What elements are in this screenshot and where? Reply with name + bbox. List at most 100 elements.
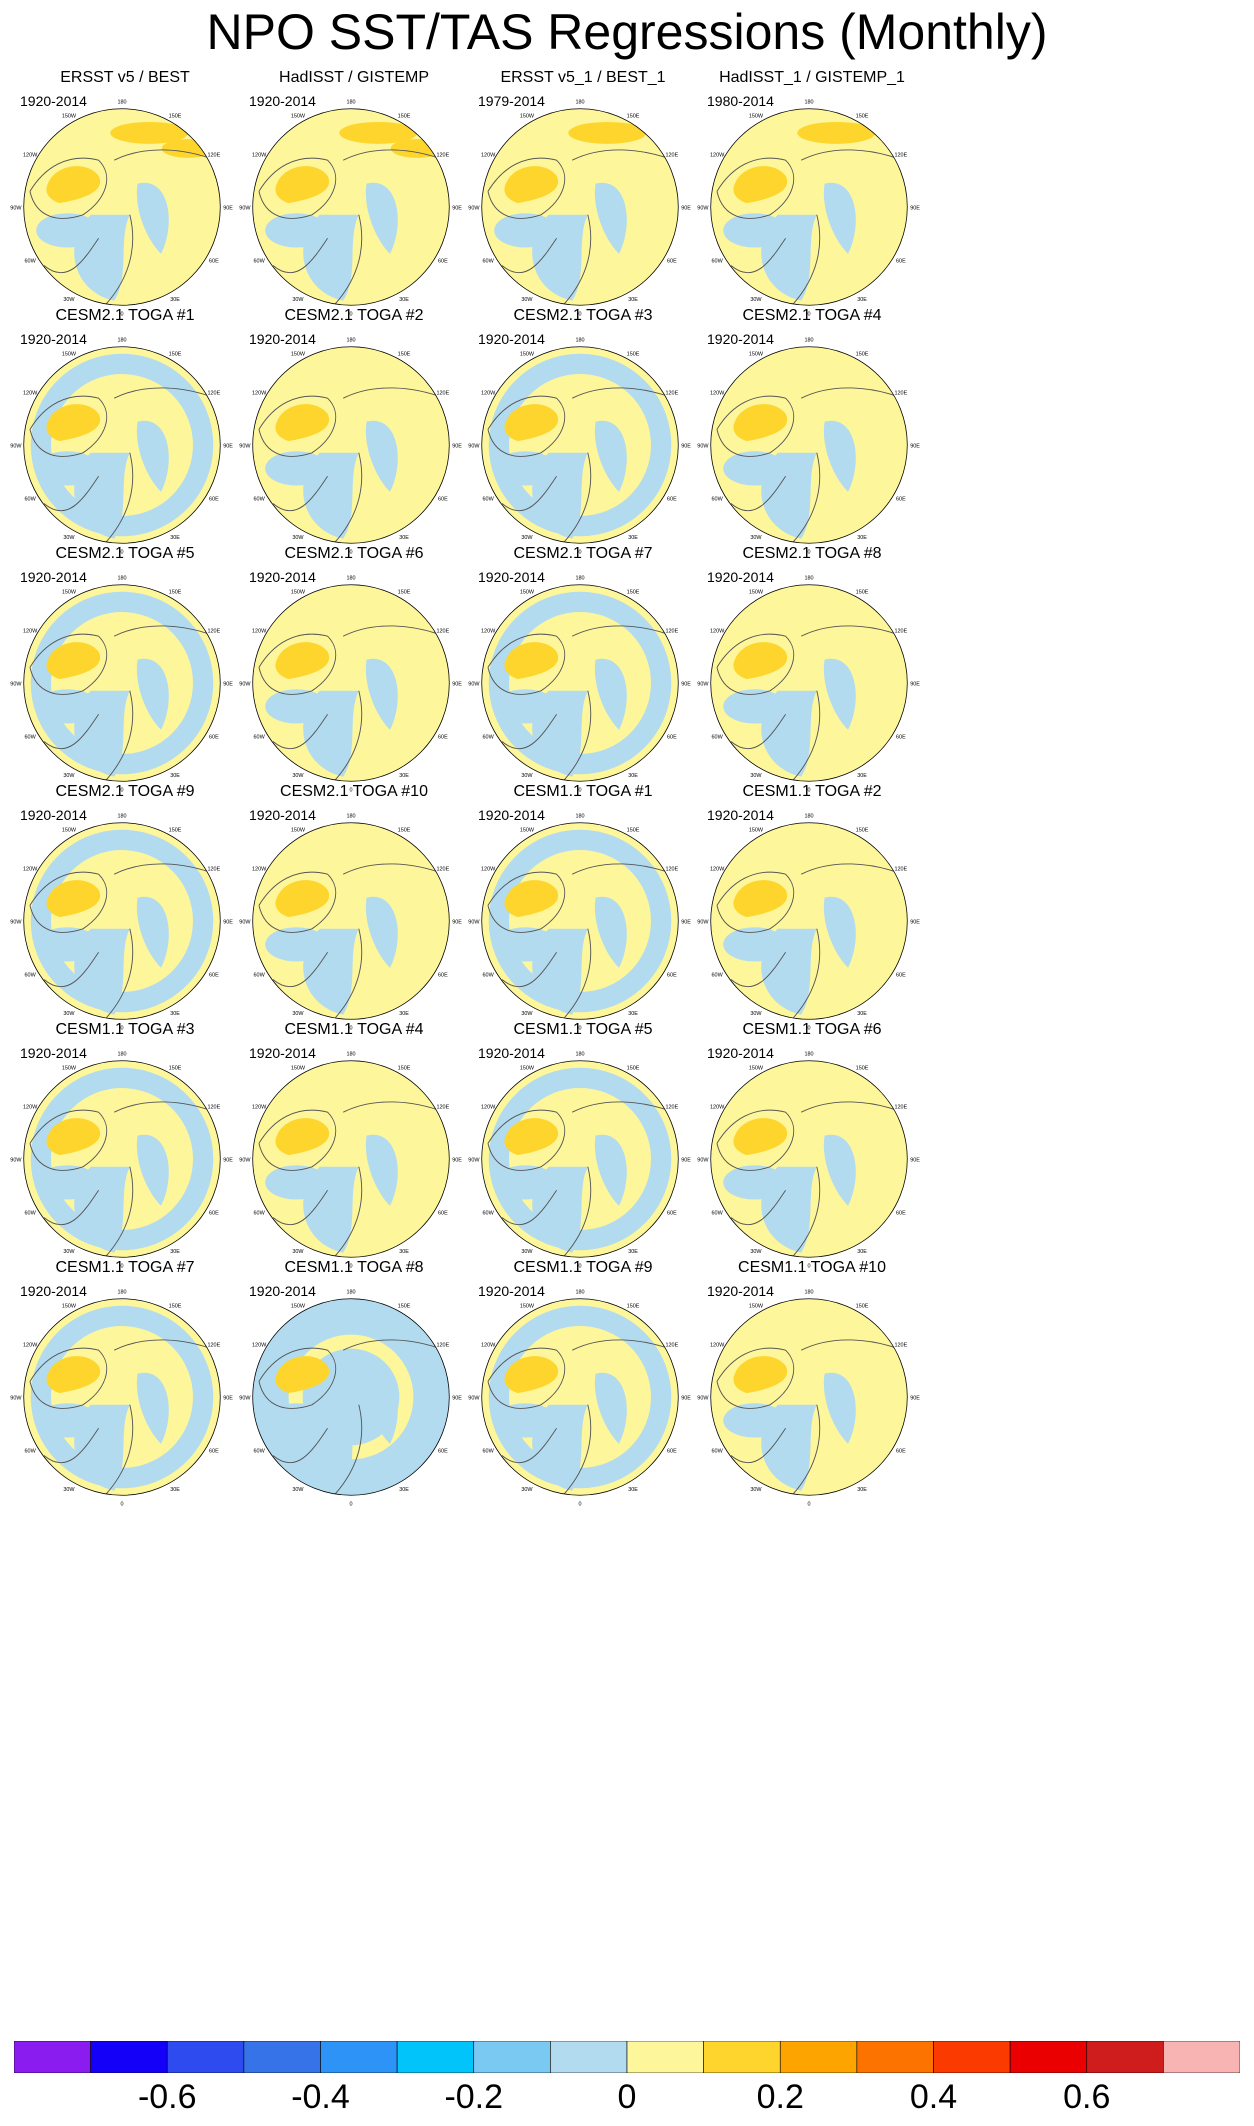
map-container: 180 150E 120E 90E 60E 30E 0 30W 60W 90W 120W 150W: [234, 804, 468, 1034]
coastline: [716, 1339, 903, 1495]
longitude-label: 0: [807, 1501, 810, 1506]
coastline: [487, 625, 674, 781]
anomaly-field: [481, 346, 679, 544]
map-container: 180 150E 120E 90E 60E 30E 0 30W 60W 90W 120W 150W: [463, 566, 697, 796]
longitude-label: 60W: [483, 496, 495, 502]
longitude-label: 90W: [468, 1157, 480, 1163]
longitude-label: 30W: [521, 1249, 533, 1255]
longitude-label: 120E: [665, 866, 678, 872]
longitude-label: 90E: [452, 681, 462, 687]
longitude-label: 30W: [521, 297, 533, 303]
longitude-label: 120E: [207, 152, 220, 158]
anomaly-field: [481, 1298, 679, 1496]
colorbar-swatch: [320, 2041, 398, 2073]
colorbar-swatch: [166, 2041, 245, 2073]
longitude-label: 120E: [665, 1104, 678, 1110]
colorbar-swatch: [243, 2041, 321, 2073]
colorbar-tick-label: -0.4: [291, 2078, 350, 2116]
longitude-label: 90W: [239, 919, 251, 925]
coastline: [258, 625, 445, 781]
longitude-label: 0: [807, 1025, 810, 1030]
coastline: [258, 1339, 445, 1495]
longitude-label: 150W: [291, 589, 306, 595]
longitude-label: 90E: [223, 443, 233, 449]
longitude-label: 60W: [483, 972, 495, 978]
longitude-label: 180: [575, 813, 584, 819]
longitude-label: 150W: [62, 1303, 77, 1309]
coastline: [258, 863, 445, 1019]
longitude-label: 90W: [10, 205, 22, 211]
map-container: 180 150E 120E 90E 60E 30E 0 30W 60W 90W 120W 150W: [234, 90, 468, 320]
panel-period: 1920-2014: [478, 1283, 545, 1299]
longitude-label: 0: [578, 1501, 581, 1506]
polar-map: 180 150E 120E 90E 60E 30E 0 30W 60W 90W 120W 150W: [468, 1289, 691, 1507]
panel-period: 1920-2014: [20, 569, 87, 585]
longitude-label: 60W: [25, 1448, 37, 1454]
longitude-label: 30E: [628, 1487, 638, 1493]
longitude-label: 0: [578, 1263, 581, 1268]
panel-period: 1920-2014: [20, 1045, 87, 1061]
longitude-label: 150E: [398, 589, 411, 595]
map-container: 180 150E 120E 90E 60E 30E 0 30W 60W 90W 120W 150W: [692, 566, 926, 796]
polar-map: 180 150E 120E 90E 60E 30E 0 30W 60W 90W 120W 150W: [697, 575, 920, 793]
longitude-label: 30E: [857, 773, 867, 779]
longitude-label: 150E: [856, 113, 869, 119]
longitude-label: 60W: [254, 972, 266, 978]
map-container: 180 150E 120E 90E 60E 30E 0 30W 60W 90W 120W 150W: [234, 328, 468, 558]
panel-title: CESM2.1 TOGA #6: [284, 545, 424, 562]
longitude-label: 30W: [521, 1487, 533, 1493]
longitude-label: 0: [120, 311, 123, 316]
longitude-label: 120W: [23, 152, 38, 158]
longitude-label: 180: [346, 575, 355, 581]
longitude-label: 180: [804, 99, 813, 105]
longitude-label: 150W: [520, 1065, 535, 1071]
longitude-label: 90E: [681, 1395, 691, 1401]
colorbar-swatch: [1163, 2041, 1240, 2073]
longitude-label: 180: [804, 337, 813, 343]
map-boundary: [252, 1298, 450, 1496]
map-panel: CESM2.1 TOGA #3 1920-2014 180 150E 120E 90E 60…: [463, 306, 703, 616]
panel-title: HadISST_1 / GISTEMP_1: [719, 69, 905, 86]
colorbar-swatch: [856, 2041, 934, 2073]
anomaly-field: [710, 346, 908, 544]
longitude-label: 120W: [481, 866, 496, 872]
map-container: 180 150E 120E 90E 60E 30E 0 30W 60W 90W 120W 150W: [463, 1042, 697, 1272]
coastline: [29, 149, 216, 305]
polar-map: 180 150E 120E 90E 60E 30E 0 30W 60W 90W 120W 150W: [697, 337, 920, 555]
longitude-label: 150E: [856, 1065, 869, 1071]
polar-map: 180 150E 120E 90E 60E 30E 0 30W 60W 90W 120W 150W: [468, 337, 691, 555]
panel-period: 1920-2014: [249, 1283, 316, 1299]
map-container: 180 150E 120E 90E 60E 30E 0 30W 60W 90W 120W 150W: [692, 804, 926, 1034]
longitude-label: 150W: [291, 827, 306, 833]
map-container: 180 150E 120E 90E 60E 30E 0 30W 60W 90W 120W 150W: [5, 90, 239, 320]
longitude-label: 120E: [436, 866, 449, 872]
longitude-label: 120E: [436, 152, 449, 158]
longitude-label: 90W: [697, 681, 709, 687]
longitude-label: 150W: [62, 351, 77, 357]
panel-period: 1920-2014: [249, 807, 316, 823]
map-container: 180 150E 120E 90E 60E 30E 0 30W 60W 90W 120W 150W: [234, 566, 468, 796]
map-panel: CESM1.1 TOGA #4 1920-2014 180 150E 120E 90E 60…: [234, 1020, 474, 1330]
map-container: 180 150E 120E 90E 60E 30E 0 30W 60W 90W 120W 150W: [5, 328, 239, 558]
longitude-label: 60E: [209, 496, 219, 502]
longitude-label: 60E: [209, 734, 219, 740]
map-panel-grid: ERSST v5 / BEST 1920-2014 180 150E 120E 90E 60…: [5, 69, 932, 1507]
longitude-label: 60E: [896, 734, 906, 740]
longitude-label: 60W: [712, 496, 724, 502]
longitude-label: 30E: [857, 297, 867, 303]
anomaly-field: [23, 822, 221, 1020]
colorbar-swatch: [626, 2041, 704, 2073]
longitude-label: 30W: [63, 1249, 75, 1255]
map-panel: CESM1.1 TOGA #6 1920-2014 180 150E 120E 90E 60…: [692, 1020, 932, 1330]
longitude-label: 30W: [750, 1487, 762, 1493]
longitude-label: 150W: [520, 589, 535, 595]
longitude-label: 30E: [628, 535, 638, 541]
colorbar-swatch: [1009, 2041, 1088, 2073]
polar-map: 180 150E 120E 90E 60E 30E 0 30W 60W 90W 120W 150W: [697, 99, 920, 317]
panel-period: 1920-2014: [707, 569, 774, 585]
longitude-label: 150W: [520, 827, 535, 833]
coastline: [716, 625, 903, 781]
longitude-label: 150W: [520, 351, 535, 357]
longitude-label: 150W: [749, 113, 764, 119]
longitude-label: 30W: [750, 773, 762, 779]
